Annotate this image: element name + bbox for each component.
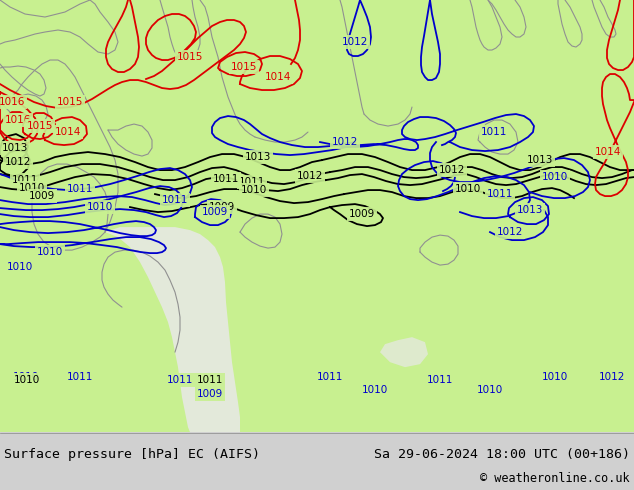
- Text: 1009: 1009: [349, 209, 375, 219]
- Text: 1011: 1011: [213, 174, 239, 184]
- Text: 1011: 1011: [239, 177, 265, 187]
- Text: 1013: 1013: [245, 152, 271, 162]
- Text: 1010: 1010: [13, 372, 39, 382]
- Text: © weatheronline.co.uk: © weatheronline.co.uk: [481, 471, 630, 485]
- Polygon shape: [380, 337, 428, 367]
- Text: 1012: 1012: [342, 37, 368, 47]
- Text: 1016: 1016: [5, 115, 31, 125]
- Text: Surface pressure [hPa] EC (AIFS): Surface pressure [hPa] EC (AIFS): [4, 447, 260, 461]
- Text: 1012: 1012: [332, 137, 358, 147]
- Text: 1010: 1010: [37, 247, 63, 257]
- Text: 1012: 1012: [5, 157, 31, 167]
- Text: 1010: 1010: [455, 184, 481, 194]
- Text: 1012: 1012: [497, 227, 523, 237]
- Text: 1010: 1010: [7, 262, 33, 272]
- Text: 1013: 1013: [2, 143, 28, 153]
- Text: 1010: 1010: [14, 375, 40, 385]
- Text: 1015: 1015: [27, 121, 53, 131]
- Text: 1009: 1009: [197, 389, 223, 399]
- Text: 1009: 1009: [209, 202, 235, 212]
- Text: 1011: 1011: [487, 189, 513, 199]
- Text: 1011: 1011: [427, 375, 453, 385]
- Text: 1014: 1014: [595, 147, 621, 157]
- Text: 1015: 1015: [177, 52, 203, 62]
- Text: 1012: 1012: [439, 165, 465, 175]
- Text: 1010: 1010: [19, 183, 45, 193]
- Text: 1014: 1014: [55, 127, 81, 137]
- Text: 1011: 1011: [197, 375, 223, 385]
- Text: 1010: 1010: [542, 372, 568, 382]
- Text: 1010: 1010: [477, 385, 503, 395]
- Text: 1014: 1014: [265, 72, 291, 82]
- Text: 1010: 1010: [241, 185, 267, 195]
- Text: 1015: 1015: [231, 62, 257, 72]
- Text: 1009: 1009: [29, 191, 55, 201]
- Text: 1011: 1011: [162, 195, 188, 205]
- Text: 1011: 1011: [67, 184, 93, 194]
- Text: Sa 29-06-2024 18:00 UTC (00+186): Sa 29-06-2024 18:00 UTC (00+186): [374, 447, 630, 461]
- Text: 1009: 1009: [202, 207, 228, 217]
- Polygon shape: [105, 227, 240, 432]
- Text: 1011: 1011: [12, 175, 38, 185]
- Text: 1011: 1011: [317, 372, 343, 382]
- Text: 1011: 1011: [167, 375, 193, 385]
- Text: 1013: 1013: [527, 155, 553, 165]
- Text: 1015: 1015: [57, 97, 83, 107]
- Text: 1011: 1011: [481, 127, 507, 137]
- Text: 1010: 1010: [542, 172, 568, 182]
- Text: 1013: 1013: [517, 205, 543, 215]
- Text: 1016: 1016: [0, 97, 25, 107]
- Text: 1010: 1010: [362, 385, 388, 395]
- Text: 1010: 1010: [87, 202, 113, 212]
- Text: 1012: 1012: [297, 171, 323, 181]
- Text: 1011: 1011: [67, 372, 93, 382]
- Text: 1012: 1012: [598, 372, 625, 382]
